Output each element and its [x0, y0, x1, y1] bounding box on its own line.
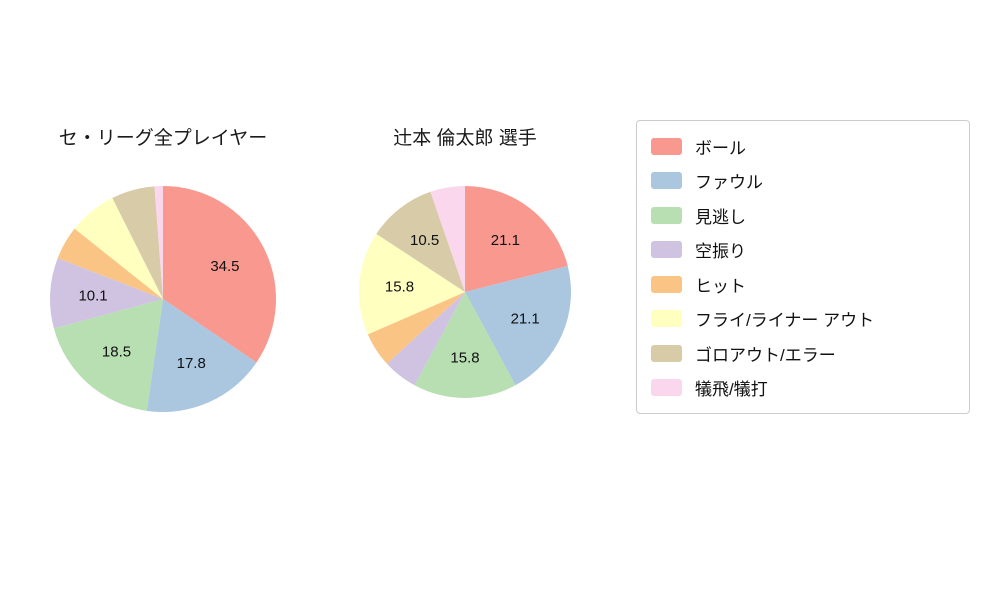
pie-value-label-2: 15.8 — [450, 350, 479, 367]
pie-value-label-3: 10.1 — [78, 287, 107, 304]
legend-swatch-groundout-error — [651, 344, 682, 362]
pie-slice-6 — [112, 186, 163, 299]
pie-value-label-0: 21.1 — [491, 232, 520, 249]
legend-swatch-fly-liner-out — [651, 310, 682, 328]
legend-label-called-strike: 見逃し — [695, 207, 746, 227]
legend-item-ball: ボール — [637, 129, 969, 164]
legend-item-sacrifice: 犠飛/犠打 — [637, 371, 969, 406]
pie-slice-6 — [376, 191, 465, 292]
legend-swatch-called-strike — [651, 206, 682, 224]
pie-value-label-1: 21.1 — [511, 310, 540, 327]
legend-label-foul: ファウル — [695, 173, 763, 193]
pie-slice-4 — [367, 292, 465, 364]
legend-swatch-swinging-strike — [651, 241, 682, 259]
legend-label-swinging-strike: 空振り — [695, 242, 746, 262]
pie-value-label-1: 17.8 — [177, 355, 206, 372]
pie-value-label-2: 18.5 — [102, 343, 131, 360]
legend-item-foul: ファウル — [637, 164, 969, 199]
chart-title-league: セ・リーグ全プレイヤー — [58, 128, 268, 149]
pie-value-label-0: 34.5 — [210, 258, 239, 275]
legend-swatch-ball — [651, 137, 682, 155]
pie-slice-3 — [50, 258, 163, 329]
pie-svg: 34.5 17.8 18.5 10.1 — [50, 186, 276, 412]
legend-label-groundout-error: ゴロアウト/エラー — [695, 345, 836, 365]
legend-swatch-hit — [651, 275, 682, 293]
pie-slice-5 — [359, 233, 465, 335]
legend-item-hit: ヒット — [637, 267, 969, 302]
pie-slice-1 — [465, 266, 571, 386]
pie-chart-player: 21.1 21.1 15.8 15.8 10.5 — [358, 186, 572, 398]
pie-slice-0 — [163, 186, 276, 363]
pie-chart-league: 34.5 17.8 18.5 10.1 — [44, 186, 282, 412]
legend: ボール ファウル 見逃し 空振り ヒット フライ/ライナー アウト ゴロアウト/… — [636, 120, 970, 414]
chart-title-player: 辻本 倫太郎 選手 — [393, 128, 537, 149]
pie-slice-3 — [386, 292, 465, 386]
legend-label-hit: ヒット — [695, 276, 746, 296]
chart-block-league: セ・リーグ全プレイヤー 34.5 17.8 18.5 10.1 — [44, 126, 282, 412]
pie-slice-1 — [146, 299, 257, 412]
pie-value-label-6: 10.5 — [410, 232, 439, 249]
legend-swatch-sacrifice — [651, 379, 682, 397]
pie-slice-5 — [74, 197, 163, 299]
pie-slice-2 — [53, 299, 163, 411]
legend-item-called-strike: 見逃し — [637, 198, 969, 233]
legend-item-fly-liner-out: フライ/ライナー アウト — [637, 302, 969, 337]
pie-slice-4 — [57, 228, 163, 299]
pie-slice-7 — [154, 186, 163, 299]
pie-slice-2 — [414, 292, 516, 398]
legend-item-swinging-strike: 空振り — [637, 233, 969, 268]
legend-label-fly-liner-out: フライ/ライナー アウト — [695, 311, 875, 331]
pie-slice-0 — [465, 186, 568, 292]
legend-swatch-foul — [651, 172, 682, 190]
pie-slice-7 — [430, 186, 465, 292]
legend-label-ball: ボール — [695, 138, 746, 158]
legend-label-sacrifice: 犠飛/犠打 — [695, 380, 768, 400]
legend-item-groundout-error: ゴロアウト/エラー — [637, 336, 969, 371]
pie-svg: 21.1 21.1 15.8 15.8 10.5 — [359, 186, 571, 398]
pie-value-label-5: 15.8 — [385, 278, 414, 295]
chart-block-player: 辻本 倫太郎 選手 21.1 21.1 15.8 15.8 10.5 — [358, 126, 572, 398]
